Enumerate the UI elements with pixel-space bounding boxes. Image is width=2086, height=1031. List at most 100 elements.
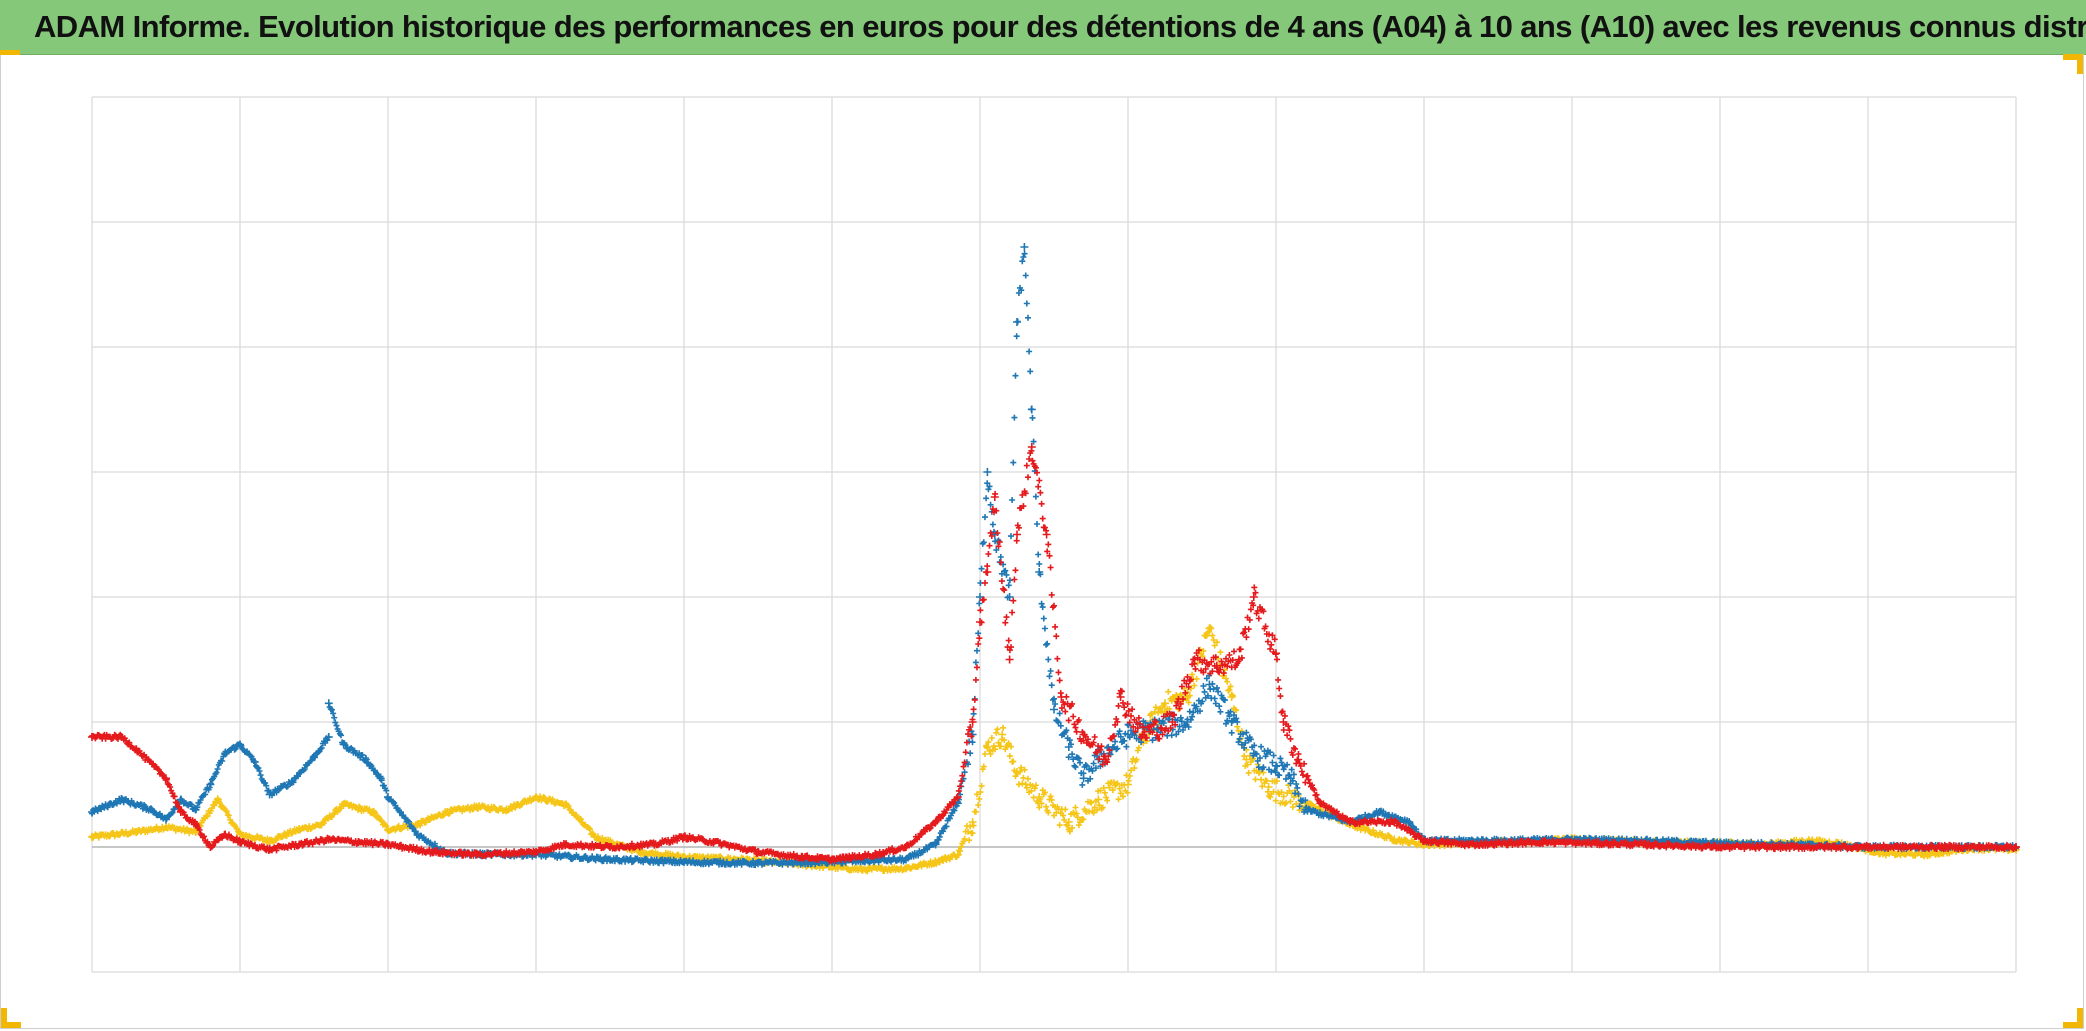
data-point	[1284, 761, 1291, 768]
data-point	[1259, 783, 1266, 790]
data-point	[1075, 717, 1082, 723]
data-point	[1041, 524, 1048, 531]
data-point	[1249, 749, 1258, 758]
data-point	[1152, 704, 1159, 711]
data-point	[993, 729, 1000, 736]
data-point	[256, 768, 263, 774]
data-point	[1092, 765, 1099, 772]
data-point	[1099, 761, 1106, 768]
data-point	[1522, 841, 1529, 848]
data-point	[1020, 254, 1027, 260]
data-point	[1129, 706, 1136, 713]
data-point	[1035, 551, 1042, 558]
data-point	[310, 753, 318, 761]
data-point	[1258, 743, 1265, 750]
data-point	[1080, 737, 1087, 744]
data-point	[750, 858, 756, 865]
data-point	[1184, 673, 1191, 680]
data-point	[961, 759, 968, 766]
data-point	[167, 784, 174, 790]
data-point	[1260, 608, 1267, 615]
data-point	[1176, 723, 1183, 730]
data-point	[1227, 693, 1236, 701]
data-point	[1186, 708, 1193, 715]
data-point	[1026, 348, 1033, 355]
data-point	[1285, 723, 1292, 730]
data-point	[1390, 835, 1399, 844]
data-point	[936, 833, 943, 840]
data-point	[804, 852, 811, 859]
data-point	[328, 706, 335, 713]
data-point	[962, 749, 969, 756]
data-point	[1100, 784, 1107, 791]
data-point	[1210, 686, 1217, 693]
data-point	[922, 828, 928, 835]
data-point	[176, 804, 183, 811]
data-point	[1094, 807, 1100, 814]
data-point	[295, 773, 301, 780]
data-point	[1009, 497, 1016, 503]
data-point	[1015, 781, 1022, 788]
data-point	[502, 805, 511, 814]
data-point	[738, 861, 745, 868]
data-point	[1044, 640, 1051, 647]
data-point	[1221, 697, 1228, 704]
data-point	[318, 745, 325, 751]
data-point	[1001, 587, 1008, 594]
series-group	[88, 243, 2020, 869]
data-point	[203, 812, 210, 819]
data-point	[1025, 775, 1031, 782]
data-point	[1278, 709, 1285, 716]
data-point	[1209, 632, 1216, 639]
data-point	[1224, 663, 1231, 670]
data-point	[1003, 571, 1010, 578]
data-point	[1155, 709, 1162, 716]
data-point	[376, 774, 385, 783]
data-point	[1122, 712, 1129, 719]
data-point	[1048, 796, 1055, 803]
data-point	[248, 753, 255, 760]
data-point	[1268, 641, 1275, 648]
data-point	[1200, 669, 1207, 676]
data-point	[1276, 772, 1283, 779]
data-point	[1252, 589, 1259, 596]
data-point	[1022, 490, 1029, 497]
data-point	[1375, 808, 1384, 816]
data-point	[1115, 702, 1122, 709]
data-point	[1050, 705, 1058, 714]
data-point	[993, 547, 1000, 553]
data-point	[1018, 287, 1025, 294]
data-point	[969, 739, 976, 746]
data-point	[1183, 693, 1192, 701]
data-point	[1043, 803, 1050, 810]
data-point	[1088, 799, 1095, 806]
data-point	[1114, 745, 1121, 752]
data-point	[754, 859, 762, 868]
data-point	[1074, 814, 1081, 821]
data-point	[1023, 300, 1030, 307]
data-point	[1045, 656, 1052, 663]
data-point	[1096, 756, 1103, 763]
data-point	[1177, 700, 1184, 707]
data-point	[1193, 675, 1200, 682]
data-point	[1099, 804, 1106, 811]
data-point	[1013, 333, 1020, 340]
data-point	[188, 801, 195, 808]
data-point	[132, 828, 141, 836]
data-point	[1057, 722, 1064, 729]
data-point	[1046, 552, 1053, 559]
data-point	[1133, 719, 1140, 726]
data-point	[1252, 776, 1259, 783]
data-point	[1231, 648, 1237, 655]
data-point	[1062, 708, 1069, 715]
data-point	[1043, 641, 1050, 648]
data-point	[980, 539, 987, 546]
data-point	[1231, 712, 1237, 718]
data-point	[984, 480, 991, 487]
data-point	[902, 864, 910, 873]
data-point	[1106, 747, 1113, 754]
data-point	[680, 858, 688, 866]
data-point	[1013, 537, 1020, 544]
data-point	[916, 834, 923, 841]
data-point	[1023, 462, 1030, 469]
